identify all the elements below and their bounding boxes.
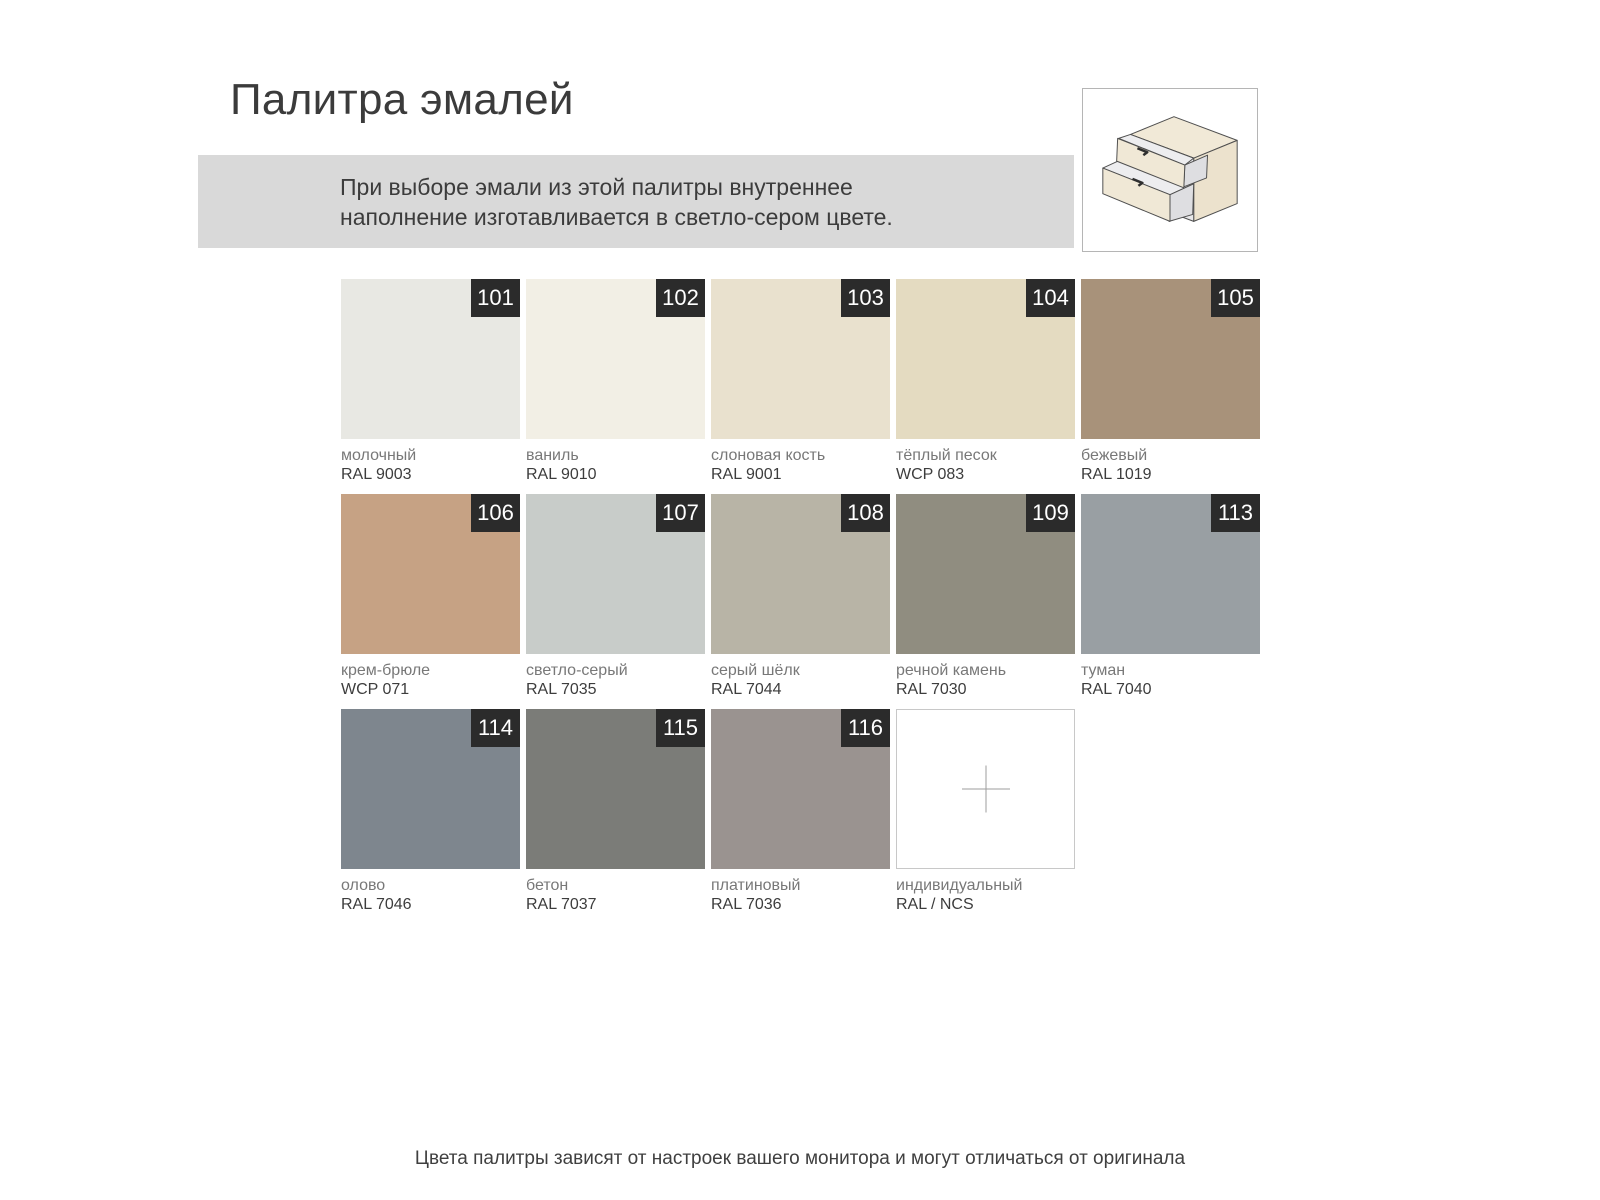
swatch-code: RAL 7046	[341, 896, 412, 913]
swatch-name: ваниль	[526, 447, 579, 464]
swatch-cell: индивидуальный RAL / NCS	[896, 709, 1075, 915]
color-swatch: 109	[896, 494, 1075, 654]
swatch-code: RAL 7040	[1081, 681, 1152, 698]
swatch-code: WCP 083	[896, 466, 965, 483]
color-swatch: 114	[341, 709, 520, 869]
swatch-cell: 102 ваниль RAL 9010	[526, 279, 705, 485]
swatch-name: олово	[341, 877, 386, 894]
swatch-cell: 103 слоновая кость RAL 9001	[711, 279, 890, 485]
swatch-code: RAL / NCS	[896, 896, 974, 913]
note-line-1: При выборе эмали из этой палитры внутрен…	[340, 173, 853, 200]
swatch-code: RAL 7044	[711, 681, 782, 698]
swatch-name: слоновая кость	[711, 447, 826, 464]
swatch-grid: 101 молочный RAL 9003 102 ваниль RAL 9010 103 с…	[341, 279, 1260, 915]
swatch-name: светло-серый	[526, 662, 628, 679]
swatch-number-badge: 116	[841, 709, 890, 747]
cabinet-illustration-frame	[1082, 88, 1258, 252]
swatch-code: RAL 7036	[711, 896, 782, 913]
swatch-name: тёплый песок	[896, 447, 997, 464]
swatch-number-badge: 104	[1026, 279, 1075, 317]
swatch-cell: 109 речной камень RAL 7030	[896, 494, 1075, 700]
swatch-name: бежевый	[1081, 447, 1148, 464]
custom-color-swatch	[896, 709, 1075, 869]
color-swatch: 113	[1081, 494, 1260, 654]
swatch-number-badge: 105	[1211, 279, 1260, 317]
swatch-number-badge: 115	[656, 709, 705, 747]
swatch-name: индивидуальный	[896, 877, 1023, 894]
swatch-code: RAL 9010	[526, 466, 597, 483]
plus-icon	[985, 765, 986, 813]
swatch-number-badge: 113	[1211, 494, 1260, 532]
color-swatch: 108	[711, 494, 890, 654]
swatch-cell: 104 тёплый песок WCP 083	[896, 279, 1075, 485]
color-swatch: 101	[341, 279, 520, 439]
swatch-number-badge: 107	[656, 494, 705, 532]
swatch-cell: 113 туман RAL 7040	[1081, 494, 1260, 700]
swatch-number-badge: 101	[471, 279, 520, 317]
swatch-cell: 108 серый шёлк RAL 7044	[711, 494, 890, 700]
swatch-code: RAL 7035	[526, 681, 597, 698]
swatch-number-badge: 106	[471, 494, 520, 532]
swatch-cell: 101 молочный RAL 9003	[341, 279, 520, 485]
swatch-number-badge: 109	[1026, 494, 1075, 532]
footer-disclaimer: Цвета палитры зависят от настроек вашего…	[414, 1148, 1186, 1169]
swatch-cell: 115 бетон RAL 7037	[526, 709, 705, 915]
page-title: Палитра эмалей	[230, 75, 574, 125]
swatch-cell: 106 крем-брюле WCP 071	[341, 494, 520, 700]
color-swatch: 115	[526, 709, 705, 869]
color-swatch: 104	[896, 279, 1075, 439]
swatch-name: крем-брюле	[341, 662, 431, 679]
two-drawer-cabinet-icon	[1102, 116, 1238, 222]
swatch-code: RAL 1019	[1081, 466, 1152, 483]
swatch-code: RAL 7037	[526, 896, 597, 913]
swatch-code: RAL 7030	[896, 681, 967, 698]
swatch-name: туман	[1081, 662, 1126, 679]
swatch-number-badge: 102	[656, 279, 705, 317]
swatch-cell: 105 бежевый RAL 1019	[1081, 279, 1260, 485]
color-swatch: 105	[1081, 279, 1260, 439]
note-line-2: наполнение изготавливается в светло-серо…	[340, 203, 893, 230]
swatch-name: серый шёлк	[711, 662, 800, 679]
swatch-name: платиновый	[711, 877, 801, 894]
color-swatch: 102	[526, 279, 705, 439]
swatch-name: бетон	[526, 877, 569, 894]
note-box: При выборе эмали из этой палитры внутрен…	[198, 155, 1074, 248]
color-swatch: 103	[711, 279, 890, 439]
swatch-code: RAL 9003	[341, 466, 412, 483]
swatch-code: WCP 071	[341, 681, 410, 698]
color-swatch: 107	[526, 494, 705, 654]
swatch-cell: 107 светло-серый RAL 7035	[526, 494, 705, 700]
swatch-number-badge: 108	[841, 494, 890, 532]
swatch-number-badge: 103	[841, 279, 890, 317]
swatch-code: RAL 9001	[711, 466, 782, 483]
swatch-name: молочный	[341, 447, 417, 464]
swatch-cell: 116 платиновый RAL 7036	[711, 709, 890, 915]
swatch-number-badge: 114	[471, 709, 520, 747]
color-swatch: 116	[711, 709, 890, 869]
swatch-cell: 114 олово RAL 7046	[341, 709, 520, 915]
swatch-name: речной камень	[896, 662, 1007, 679]
color-swatch: 106	[341, 494, 520, 654]
